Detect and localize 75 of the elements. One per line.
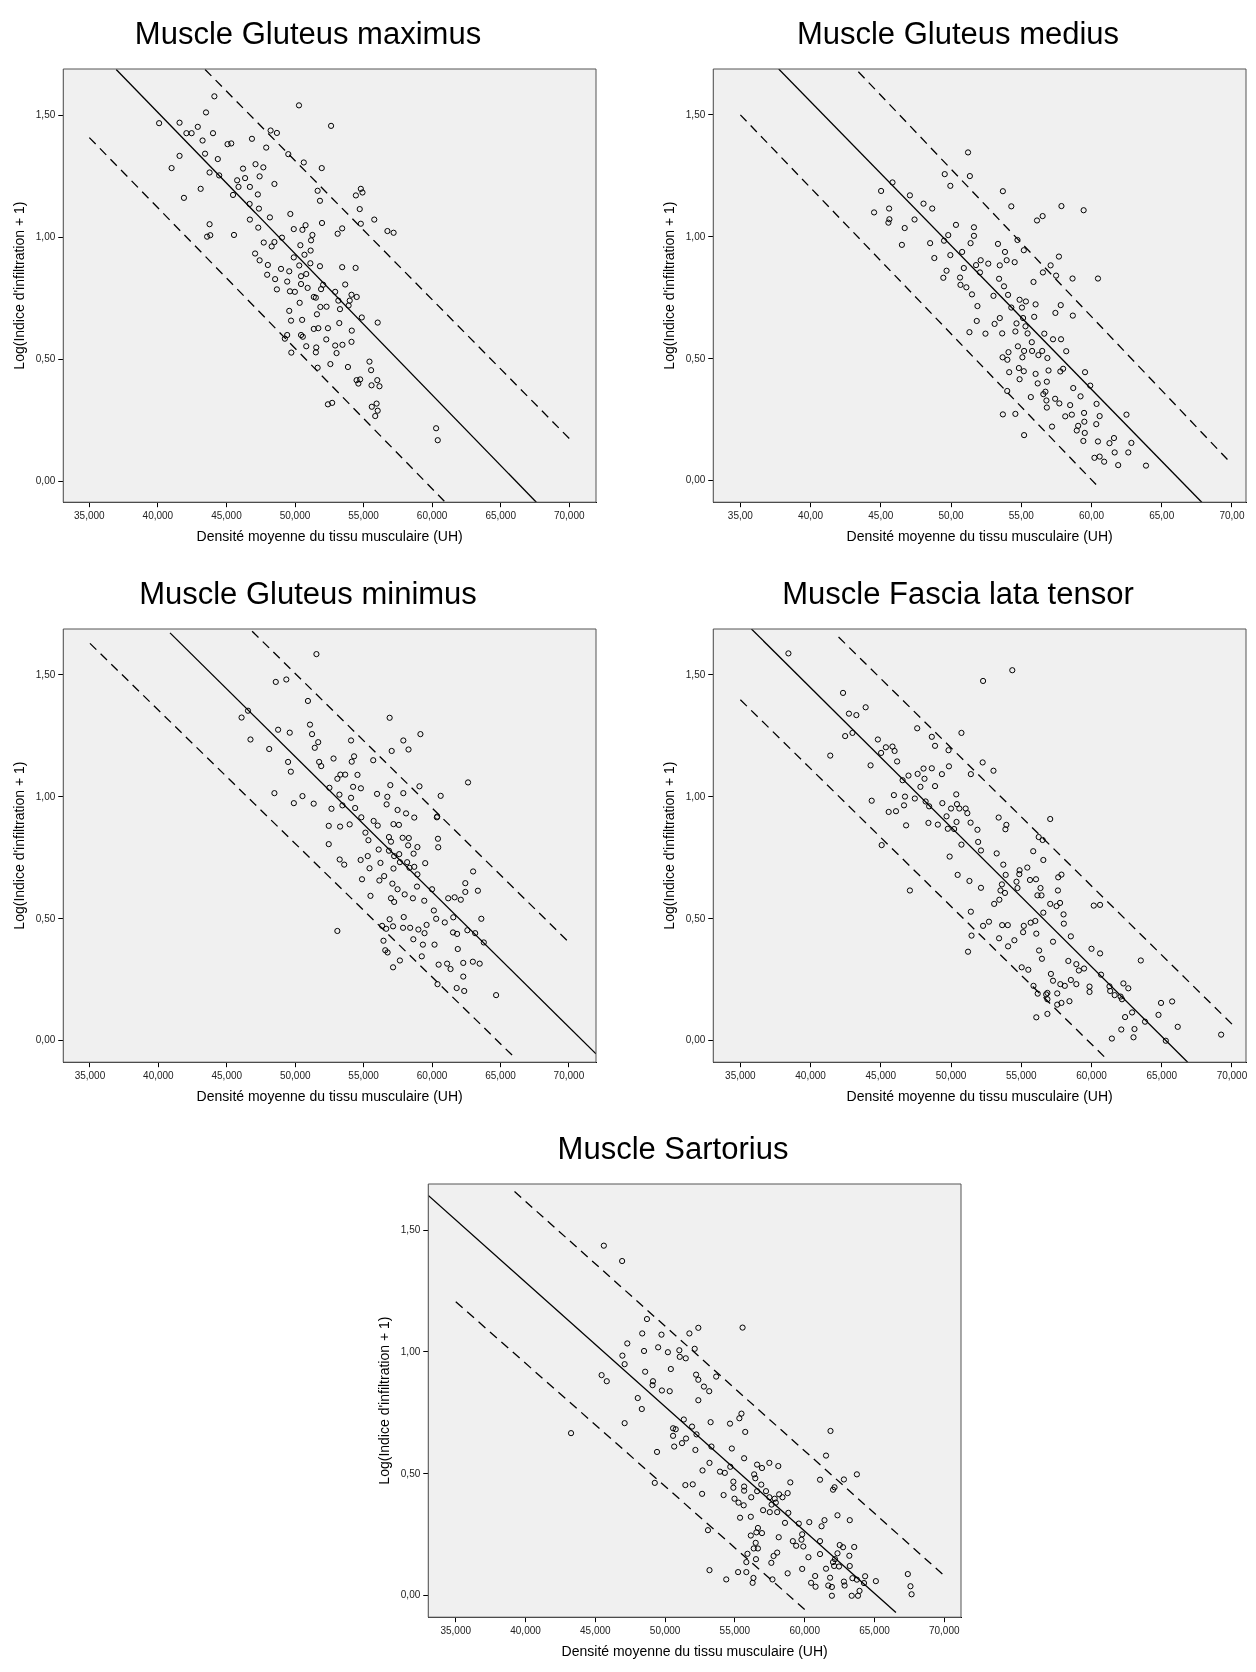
x-tick-label: 55,000 <box>1005 1069 1037 1081</box>
x-tick-label: 35,000 <box>440 1624 472 1636</box>
x-tick-label: 70,000 <box>928 1624 960 1636</box>
x-tick-label: 55,00 <box>1008 509 1035 521</box>
x-tick-label: 35,000 <box>725 1069 757 1081</box>
x-tick-label: 60,000 <box>789 1624 821 1636</box>
x-tick-label: 60,00 <box>1078 509 1105 521</box>
y-tick-label: 0,00 <box>685 474 706 486</box>
y-tick-label: 1,50 <box>685 108 706 120</box>
x-tick-label: 45,000 <box>211 509 243 521</box>
x-tick-label: 45,000 <box>865 1069 897 1081</box>
y-tick-label: 1,00 <box>35 231 56 243</box>
y-tick-label: 0,50 <box>685 912 706 924</box>
y-tick-label: 1,00 <box>400 1345 421 1357</box>
y-tick-label: 1,00 <box>35 790 56 802</box>
y-tick-label: 0,00 <box>685 1034 706 1046</box>
chart-title: Muscle Sartorius <box>556 1130 790 1168</box>
x-tick-label: 50,000 <box>279 509 311 521</box>
y-tick-label: 0,50 <box>685 352 706 364</box>
x-tick-label: 35,00 <box>727 509 754 521</box>
y-tick-label: 1,50 <box>35 109 56 121</box>
y-tick-label: 0,00 <box>400 1589 421 1601</box>
y-tick-label: 0,00 <box>35 475 56 487</box>
x-tick-label: 60,000 <box>416 1069 448 1081</box>
x-tick-label: 50,000 <box>935 1069 967 1081</box>
y-axis-title: Log(Indice d'infiltration + 1) <box>11 201 28 370</box>
x-tick-label: 45,000 <box>211 1069 243 1081</box>
y-tick-label: 0,50 <box>400 1467 421 1479</box>
chart-title: Muscle Gluteus minimus <box>138 575 478 613</box>
y-axis-title: Log(Indice d'infiltration + 1) <box>661 761 678 930</box>
x-axis-title: Densité moyenne du tissu musculaire (UH) <box>196 528 463 545</box>
x-tick-label: 55,000 <box>348 509 380 521</box>
x-tick-label: 65,000 <box>485 1069 517 1081</box>
x-tick-label: 70,00 <box>1219 509 1245 521</box>
x-tick-label: 40,000 <box>795 1069 827 1081</box>
x-tick-label: 50,000 <box>279 1069 311 1081</box>
x-axis-title: Densité moyenne du tissu musculaire (UH) <box>846 1088 1113 1105</box>
y-tick-label: 1,50 <box>685 668 706 680</box>
x-tick-label: 35,000 <box>74 1069 106 1081</box>
x-tick-label: 40,000 <box>143 1069 175 1081</box>
y-axis-title: Log(Indice d'infiltration + 1) <box>11 761 28 930</box>
y-tick-label: 1,50 <box>35 668 56 680</box>
chart-title: Muscle Gluteus medius <box>795 15 1121 53</box>
y-tick-label: 1,00 <box>685 230 706 242</box>
x-tick-label: 35,000 <box>74 509 106 521</box>
y-axis-title: Log(Indice d'infiltration + 1) <box>376 1316 393 1485</box>
x-tick-label: 55,000 <box>348 1069 380 1081</box>
x-tick-label: 45,00 <box>868 509 894 521</box>
x-tick-label: 40,000 <box>510 1624 542 1636</box>
y-axis-title: Log(Indice d'infiltration + 1) <box>661 201 678 370</box>
x-tick-label: 50,00 <box>938 509 964 521</box>
x-tick-label: 65,000 <box>485 509 517 521</box>
chart-title: Muscle Gluteus maximus <box>133 15 483 53</box>
x-axis-title: Densité moyenne du tissu musculaire (UH) <box>196 1088 463 1105</box>
x-axis-title: Densité moyenne du tissu musculaire (UH) <box>846 528 1113 545</box>
y-tick-label: 0,00 <box>35 1034 56 1046</box>
x-tick-label: 65,000 <box>1146 1069 1178 1081</box>
y-tick-label: 1,00 <box>685 790 706 802</box>
x-tick-label: 65,00 <box>1149 509 1175 521</box>
x-axis-title: Densité moyenne du tissu musculaire (UH) <box>561 1643 828 1660</box>
x-tick-label: 60,000 <box>1076 1069 1108 1081</box>
x-tick-label: 45,000 <box>580 1624 612 1636</box>
x-tick-label: 60,000 <box>416 509 448 521</box>
x-tick-label: 70,000 <box>1216 1069 1248 1081</box>
x-tick-label: 40,00 <box>798 509 824 521</box>
y-tick-label: 0,50 <box>35 353 56 365</box>
y-tick-label: 0,50 <box>35 912 56 924</box>
x-tick-label: 65,000 <box>859 1624 891 1636</box>
x-tick-label: 40,000 <box>142 509 174 521</box>
x-tick-label: 70,000 <box>553 1069 585 1081</box>
x-tick-label: 55,000 <box>719 1624 751 1636</box>
x-tick-label: 70,000 <box>553 509 585 521</box>
y-tick-label: 1,50 <box>400 1223 421 1235</box>
chart-title: Muscle Fascia lata tensor <box>781 575 1135 613</box>
x-tick-label: 50,000 <box>649 1624 681 1636</box>
